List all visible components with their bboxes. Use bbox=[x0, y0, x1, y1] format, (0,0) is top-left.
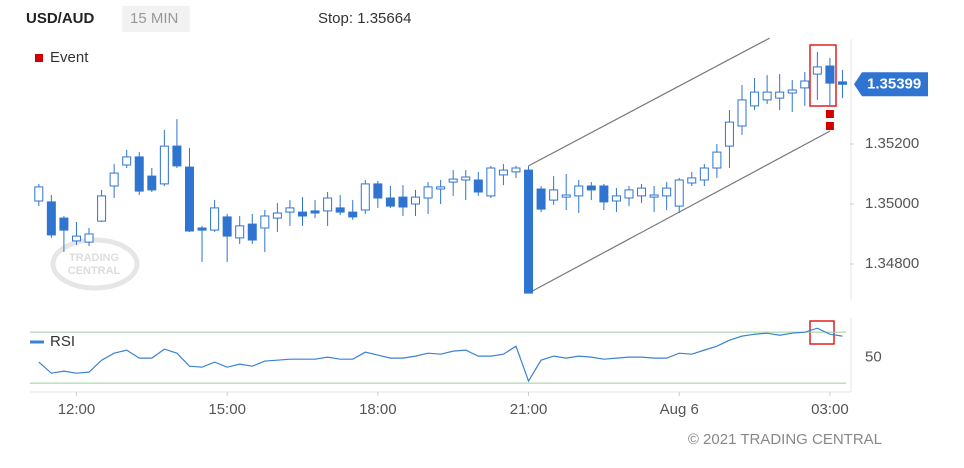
candle-body bbox=[599, 185, 609, 203]
x-tick-label: 03:00 bbox=[811, 401, 849, 418]
candle-body bbox=[411, 196, 421, 205]
x-tick-label: 12:00 bbox=[58, 401, 96, 418]
candle-body bbox=[59, 217, 69, 231]
candle-body bbox=[586, 185, 596, 191]
candle-body bbox=[71, 235, 81, 242]
candle-body bbox=[197, 227, 207, 231]
candle-body bbox=[84, 233, 94, 243]
interval: 15 MIN bbox=[130, 10, 178, 27]
candle-body bbox=[498, 169, 508, 176]
candle-body bbox=[134, 156, 144, 192]
candle-body bbox=[323, 197, 333, 212]
highlight-box bbox=[809, 44, 837, 107]
candle-body bbox=[448, 178, 458, 183]
chart-title: USD/AUD bbox=[26, 10, 95, 27]
candle-body bbox=[536, 188, 546, 210]
candle-body bbox=[737, 99, 747, 127]
candle-body bbox=[524, 169, 534, 294]
candle-body bbox=[398, 196, 408, 208]
candle-body bbox=[787, 89, 797, 94]
candle-body bbox=[360, 183, 370, 211]
last-price-tag bbox=[854, 72, 928, 97]
candle-body bbox=[210, 207, 220, 231]
stop-annotation: Stop: 1.35664 bbox=[318, 10, 411, 27]
candle-body bbox=[272, 212, 282, 219]
candle-body bbox=[97, 195, 107, 222]
y-tick-label: 1.35200 bbox=[865, 135, 919, 152]
y-tick-label: 50 bbox=[865, 349, 882, 366]
candle-body bbox=[800, 80, 810, 89]
candle-body bbox=[674, 179, 684, 207]
candle-body bbox=[574, 185, 584, 197]
candle-body bbox=[775, 91, 785, 99]
candle-body bbox=[297, 211, 307, 217]
candle-body bbox=[649, 194, 659, 198]
candle-body bbox=[549, 189, 559, 201]
candle-body bbox=[473, 179, 483, 193]
x-tick-label: 21:00 bbox=[510, 401, 548, 418]
candle-body bbox=[812, 66, 822, 75]
watermark: CENTRAL bbox=[68, 265, 121, 277]
candle-body bbox=[637, 187, 647, 197]
rsi-line bbox=[38, 327, 843, 383]
candle-body bbox=[222, 216, 232, 237]
candle-body bbox=[624, 189, 634, 199]
candle-body bbox=[260, 215, 270, 229]
candle-body bbox=[46, 201, 56, 236]
watermark: TRADING bbox=[69, 252, 119, 264]
candle-body bbox=[423, 186, 433, 199]
candle-body bbox=[385, 197, 395, 207]
candle-body bbox=[247, 223, 257, 241]
copyright: © 2021 TRADING CENTRAL bbox=[688, 431, 882, 448]
legend-label: RSI bbox=[50, 333, 75, 350]
event-marker bbox=[825, 122, 834, 130]
candle-body bbox=[662, 187, 672, 197]
candle-body bbox=[461, 176, 471, 181]
candle-body bbox=[285, 207, 295, 213]
candle-body bbox=[235, 225, 245, 239]
candle-body bbox=[837, 81, 847, 85]
legend-swatch bbox=[35, 54, 43, 62]
candle-body bbox=[348, 211, 358, 218]
candle-body bbox=[762, 91, 772, 101]
candle-body bbox=[511, 167, 521, 173]
candle-body bbox=[122, 156, 132, 166]
candle-body bbox=[373, 183, 383, 199]
candle-body bbox=[561, 194, 571, 198]
candle-body bbox=[147, 175, 157, 191]
candle-body bbox=[184, 166, 194, 232]
x-tick-label: Aug 6 bbox=[660, 401, 699, 418]
candle-body bbox=[34, 186, 44, 202]
candle-body bbox=[699, 167, 709, 181]
candle-body bbox=[436, 186, 446, 190]
candle-body bbox=[172, 145, 182, 167]
candle-body bbox=[159, 145, 169, 185]
candle-body bbox=[611, 195, 621, 202]
candle-body bbox=[335, 207, 345, 213]
interval-badge bbox=[122, 6, 190, 32]
candle-body bbox=[724, 121, 734, 147]
y-tick-label: 1.35000 bbox=[865, 195, 919, 212]
legend-label: Event bbox=[50, 49, 89, 66]
candle-body bbox=[825, 65, 835, 84]
watermark-ring bbox=[50, 237, 140, 291]
candle-body bbox=[486, 167, 496, 197]
candle-body bbox=[750, 91, 760, 107]
last-price-label: 1.35399 bbox=[867, 75, 921, 92]
x-tick-label: 15:00 bbox=[208, 401, 246, 418]
candle-body bbox=[310, 210, 320, 214]
x-tick-label: 18:00 bbox=[359, 401, 397, 418]
candle-body bbox=[687, 177, 697, 184]
candle-body bbox=[712, 151, 722, 169]
channel-line bbox=[528, 37, 770, 167]
y-tick-label: 1.34800 bbox=[865, 255, 919, 272]
event-marker bbox=[825, 110, 834, 118]
candle-body bbox=[109, 172, 119, 187]
